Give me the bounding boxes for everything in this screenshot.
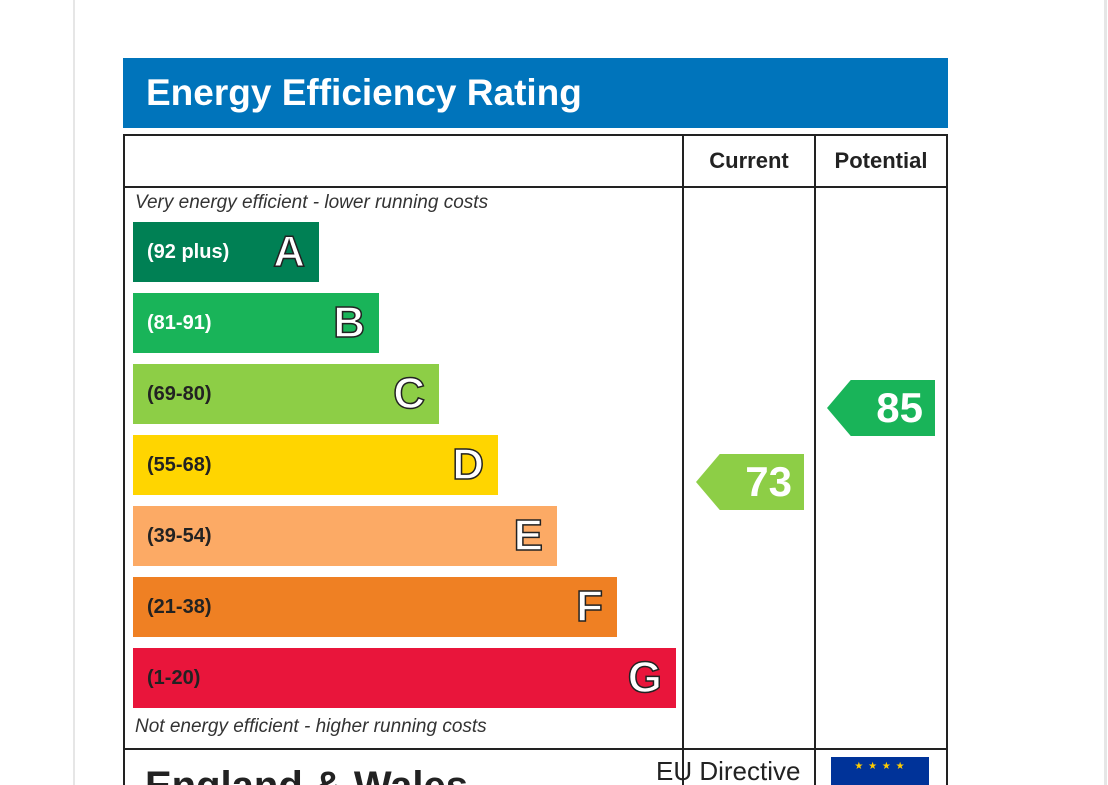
footer-divider — [125, 748, 946, 750]
band-g: (1-20) G — [133, 648, 676, 708]
energy-efficiency-chart: Energy Efficiency Rating Current Potenti… — [123, 58, 948, 785]
band-c-letter: C — [392, 368, 425, 419]
band-f-range: (21-38) — [147, 596, 212, 618]
current-column-header: Current — [709, 148, 789, 173]
page-border-left — [73, 0, 75, 785]
band-c-range: (69-80) — [147, 383, 212, 405]
band-g-letter: G — [627, 652, 663, 703]
band-d-letter: D — [451, 439, 484, 490]
column-divider — [814, 136, 816, 785]
eu-flag-icon: ★ ★ ★ ★ — [831, 757, 929, 785]
band-a: (92 plus) A — [133, 222, 319, 282]
band-e-letter: E — [513, 510, 544, 561]
band-g-range: (1-20) — [147, 667, 201, 689]
band-a-range: (92 plus) — [147, 241, 230, 263]
header-divider — [125, 186, 946, 188]
rating-grid: Current Potential Very energy efficient … — [123, 134, 948, 785]
eu-directive-label: EU Directive — [656, 756, 801, 785]
eu-stars-icon: ★ ★ ★ ★ — [854, 761, 906, 772]
band-e-range: (39-54) — [147, 525, 212, 547]
column-divider — [682, 136, 684, 785]
region-label: England & Wales — [145, 764, 468, 785]
band-d: (55-68) D — [133, 435, 498, 495]
band-d-range: (55-68) — [147, 454, 212, 476]
potential-column-header: Potential — [834, 148, 928, 173]
band-b-range: (81-91) — [147, 312, 212, 334]
band-b-letter: B — [332, 297, 365, 348]
inefficient-note: Not energy efficient - higher running co… — [135, 716, 487, 737]
efficient-note: Very energy efficient - lower running co… — [135, 192, 489, 213]
band-f-letter: F — [575, 581, 603, 632]
band-e: (39-54) E — [133, 506, 557, 566]
band-f: (21-38) F — [133, 577, 617, 637]
potential-rating-arrow: 85 — [827, 380, 935, 436]
current-rating-arrow: 73 — [696, 454, 804, 510]
page-border-right — [1104, 0, 1107, 785]
band-b: (81-91) B — [133, 293, 379, 353]
chart-title: Energy Efficiency Rating — [123, 58, 948, 128]
band-c: (69-80) C — [133, 364, 439, 424]
band-a-letter: A — [272, 226, 305, 277]
